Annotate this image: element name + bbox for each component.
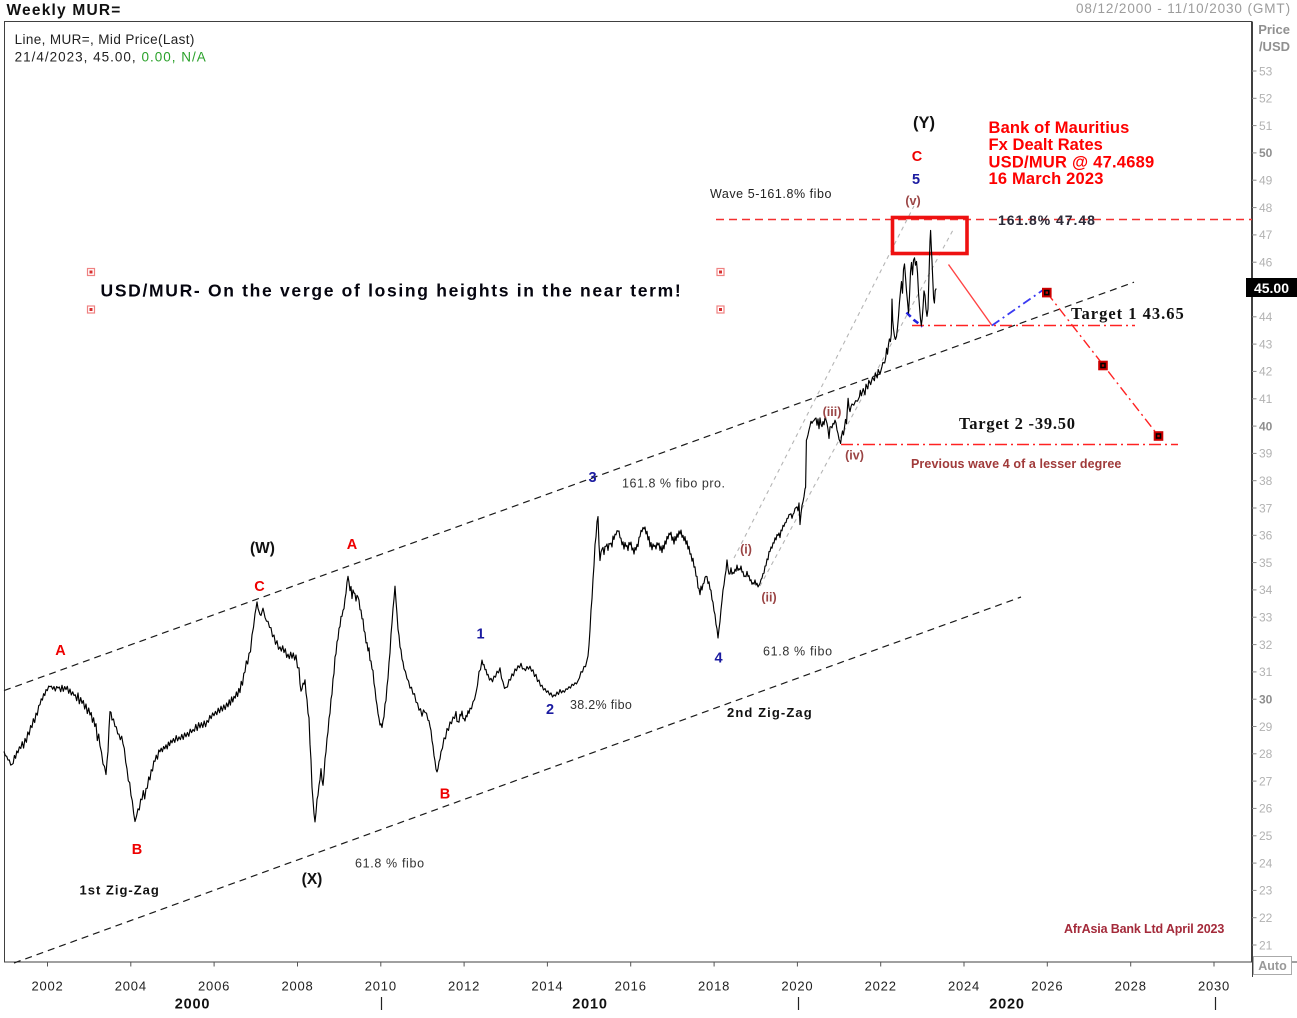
svg-text:27: 27 <box>1259 774 1273 788</box>
svg-text:23: 23 <box>1259 884 1273 898</box>
svg-text:USD/MUR @ 47.4689: USD/MUR @ 47.4689 <box>989 153 1155 171</box>
svg-text:2016: 2016 <box>615 979 647 994</box>
svg-text:2010: 2010 <box>365 979 397 994</box>
svg-text:50: 50 <box>1259 146 1273 160</box>
svg-text:08/12/2000 - 11/10/2030 (GMT): 08/12/2000 - 11/10/2030 (GMT) <box>1076 1 1291 16</box>
svg-text:A: A <box>347 537 358 553</box>
svg-text:Auto: Auto <box>1258 959 1287 973</box>
svg-text:2014: 2014 <box>531 979 563 994</box>
svg-text:4: 4 <box>714 651 722 667</box>
svg-text:(iii): (iii) <box>823 405 842 419</box>
svg-text:Weekly MUR=: Weekly MUR= <box>7 2 122 19</box>
svg-text:2002: 2002 <box>31 979 63 994</box>
svg-text:61.8 % fibo: 61.8 % fibo <box>763 645 833 659</box>
svg-text:2008: 2008 <box>281 979 313 994</box>
svg-text:2010: 2010 <box>572 997 607 1013</box>
svg-text:(X): (X) <box>302 871 323 888</box>
svg-text:47: 47 <box>1259 228 1273 242</box>
svg-text:40: 40 <box>1259 419 1273 433</box>
svg-text:(i): (i) <box>740 543 752 557</box>
svg-text:(v): (v) <box>905 194 920 208</box>
svg-text:41: 41 <box>1259 392 1273 406</box>
svg-text:32: 32 <box>1259 638 1273 652</box>
svg-text:25: 25 <box>1259 829 1273 843</box>
svg-text:33: 33 <box>1259 611 1273 625</box>
svg-text:31: 31 <box>1259 665 1273 679</box>
svg-text:Wave 5-161.8% fibo: Wave 5-161.8% fibo <box>710 187 832 201</box>
svg-text:(Y): (Y) <box>913 114 935 132</box>
svg-text:(iv): (iv) <box>845 449 864 463</box>
svg-text:2024: 2024 <box>948 979 980 994</box>
svg-text:2006: 2006 <box>198 979 230 994</box>
svg-text:USD/MUR- On the verge of losin: USD/MUR- On the verge of losing heights … <box>101 281 683 301</box>
svg-text:Previous wave 4 of a lesser de: Previous wave 4 of a lesser degree <box>911 457 1121 471</box>
svg-text:30: 30 <box>1259 693 1273 707</box>
svg-text:2020: 2020 <box>989 997 1024 1013</box>
svg-text:1: 1 <box>476 627 484 643</box>
svg-text:49: 49 <box>1259 174 1273 188</box>
svg-text:2: 2 <box>546 702 554 718</box>
svg-text:Target 2 -39.50: Target 2 -39.50 <box>959 414 1076 433</box>
svg-text:48: 48 <box>1259 201 1273 215</box>
svg-text:2nd Zig-Zag: 2nd Zig-Zag <box>727 705 813 720</box>
svg-text:52: 52 <box>1259 92 1273 106</box>
svg-text:38.2% fibo: 38.2% fibo <box>570 698 632 712</box>
svg-text:34: 34 <box>1259 583 1273 597</box>
svg-text:2018: 2018 <box>698 979 730 994</box>
svg-text:1st Zig-Zag: 1st Zig-Zag <box>80 883 160 898</box>
svg-text:2000: 2000 <box>175 997 210 1013</box>
svg-text:26: 26 <box>1259 802 1273 816</box>
svg-text:16 March 2023: 16 March 2023 <box>989 170 1104 188</box>
svg-text:5: 5 <box>912 172 920 188</box>
svg-text:2004: 2004 <box>115 979 147 994</box>
svg-text:/USD: /USD <box>1259 39 1290 54</box>
svg-text:161.8 % fibo pro.: 161.8 % fibo pro. <box>622 477 726 491</box>
svg-text:C: C <box>254 579 265 595</box>
svg-text:42: 42 <box>1259 365 1273 379</box>
svg-text:3: 3 <box>588 470 596 486</box>
svg-text:22: 22 <box>1259 911 1273 925</box>
svg-text:36: 36 <box>1259 529 1273 543</box>
svg-text:45.00: 45.00 <box>1254 280 1289 296</box>
svg-text:2022: 2022 <box>865 979 897 994</box>
svg-text:Line, MUR=, Mid Price(Last): Line, MUR=, Mid Price(Last) <box>15 32 195 47</box>
svg-text:24: 24 <box>1259 856 1273 870</box>
svg-text:Bank of Mauritius: Bank of Mauritius <box>989 119 1130 137</box>
svg-text:21: 21 <box>1259 938 1273 952</box>
svg-text:(W): (W) <box>250 540 275 557</box>
svg-text:37: 37 <box>1259 501 1273 515</box>
svg-text:44: 44 <box>1259 310 1273 324</box>
svg-text:29: 29 <box>1259 720 1273 734</box>
svg-text:38: 38 <box>1259 474 1273 488</box>
svg-text:Price: Price <box>1258 22 1290 37</box>
svg-text:2012: 2012 <box>448 979 480 994</box>
svg-text:28: 28 <box>1259 747 1273 761</box>
svg-text:53: 53 <box>1259 64 1273 78</box>
svg-text:61.8 % fibo: 61.8 % fibo <box>355 857 425 871</box>
svg-text:B: B <box>132 842 142 858</box>
svg-text:2026: 2026 <box>1031 979 1063 994</box>
svg-text:C: C <box>912 149 923 165</box>
svg-text:39: 39 <box>1259 447 1273 461</box>
svg-text:2020: 2020 <box>781 979 813 994</box>
svg-text:(ii): (ii) <box>761 591 776 605</box>
svg-text:21/4/2023, 45.00, 0.00, N/A: 21/4/2023, 45.00, 0.00, N/A <box>15 50 207 65</box>
svg-text:Target 1 43.65: Target 1 43.65 <box>1071 304 1185 323</box>
svg-text:46: 46 <box>1259 256 1273 270</box>
svg-text:51: 51 <box>1259 119 1273 133</box>
svg-text:35: 35 <box>1259 556 1273 570</box>
svg-text:AfrAsia Bank Ltd April 2023: AfrAsia Bank Ltd April 2023 <box>1064 922 1224 936</box>
svg-text:B: B <box>440 787 450 803</box>
svg-text:2028: 2028 <box>1115 979 1147 994</box>
svg-text:Fx Dealt Rates: Fx Dealt Rates <box>989 136 1103 154</box>
svg-text:161.8% 47.48: 161.8% 47.48 <box>998 212 1096 228</box>
svg-text:A: A <box>55 643 66 659</box>
svg-text:43: 43 <box>1259 337 1273 351</box>
svg-text:2030: 2030 <box>1198 979 1230 994</box>
